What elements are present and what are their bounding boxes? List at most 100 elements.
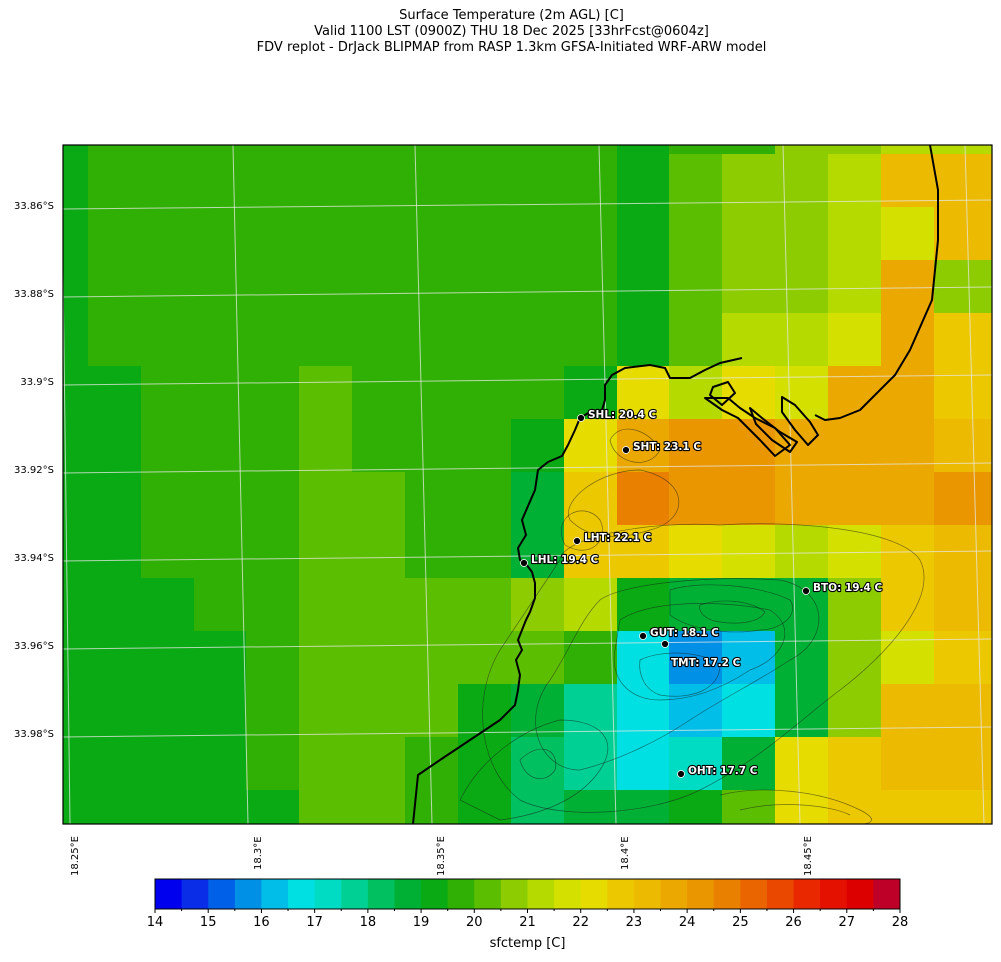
- grid-cell: [246, 578, 300, 632]
- grid-cell: [934, 684, 993, 738]
- station-marker-icon[interactable]: [573, 537, 581, 545]
- grid-cell: [511, 578, 565, 632]
- grid-cell: [722, 145, 776, 155]
- grid-cell: [141, 472, 195, 526]
- grid-cell: [564, 631, 618, 685]
- grid-cell: [881, 154, 935, 208]
- grid-cell: [405, 419, 459, 473]
- grid-cell: [63, 260, 89, 314]
- grid-cell: [63, 145, 89, 155]
- grid-cell: [299, 472, 353, 526]
- colorbar-swatch: [500, 879, 528, 909]
- grid-cell: [775, 419, 829, 473]
- grid-cell: [617, 737, 670, 791]
- y-tick-label: 33.94°S: [14, 553, 54, 564]
- grid-cell: [881, 313, 935, 367]
- station-marker-icon[interactable]: [520, 559, 528, 567]
- grid-cell: [934, 207, 993, 261]
- station-marker-icon[interactable]: [577, 414, 585, 422]
- colorbar-swatch: [793, 879, 821, 909]
- station-marker-icon[interactable]: [677, 770, 685, 778]
- grid-cell: [775, 207, 829, 261]
- grid-cell: [669, 737, 723, 791]
- grid-cell: [299, 260, 353, 314]
- grid-cell: [511, 366, 565, 420]
- station-marker-icon[interactable]: [639, 632, 647, 640]
- grid-cell: [194, 145, 247, 155]
- grid-cell: [511, 419, 565, 473]
- grid-cell: [775, 260, 829, 314]
- colorbar-swatch: [447, 879, 475, 909]
- grid-cell: [828, 472, 882, 526]
- colorbar-swatch: [607, 879, 635, 909]
- grid-cell: [246, 154, 300, 208]
- grid-cell: [722, 631, 776, 685]
- grid-cell: [352, 207, 406, 261]
- grid-cell: [828, 207, 882, 261]
- colorbar-tick-label: 19: [412, 915, 430, 930]
- grid-cell: [141, 313, 195, 367]
- grid-cell: [352, 313, 406, 367]
- grid-cell: [617, 790, 670, 825]
- grid-cell: [88, 313, 142, 367]
- grid-cell: [405, 472, 459, 526]
- grid-cell: [88, 207, 142, 261]
- grid-cell: [775, 366, 829, 420]
- station-marker-icon[interactable]: [802, 587, 810, 595]
- grid-cell: [458, 366, 512, 420]
- grid-cell: [194, 790, 247, 825]
- grid-cell: [881, 472, 935, 526]
- colorbar-tick-label: 21: [519, 915, 536, 930]
- grid-cell: [299, 207, 353, 261]
- colorbar-swatch: [766, 879, 794, 909]
- grid-cell: [828, 260, 882, 314]
- grid-cell: [63, 737, 89, 791]
- grid-cell: [934, 313, 993, 367]
- grid-cell: [352, 525, 406, 579]
- grid-cell: [669, 154, 723, 208]
- station-label: TMT: 17.2 C: [671, 657, 741, 669]
- grid-cell: [564, 578, 618, 632]
- grid-cell: [722, 366, 776, 420]
- grid-cell: [194, 525, 247, 579]
- station-label: OHT: 17.7 C: [688, 765, 758, 777]
- grid-cell: [299, 525, 353, 579]
- station-marker-icon[interactable]: [622, 446, 630, 454]
- station-label: LHL: 19.4 C: [531, 554, 599, 566]
- grid-cell: [194, 578, 247, 632]
- grid-cell: [511, 145, 565, 155]
- colorbar-swatch: [208, 879, 236, 909]
- grid-cell: [352, 790, 406, 825]
- colorbar-tick-label: 23: [625, 915, 643, 930]
- grid-cell: [405, 207, 459, 261]
- grid-cell: [564, 366, 618, 420]
- colorbar-swatch: [181, 879, 209, 909]
- grid-cell: [934, 737, 993, 791]
- grid-cell: [88, 366, 142, 420]
- terrain-contours: [459, 428, 925, 825]
- grid-cell: [458, 790, 512, 825]
- grid-cell: [352, 366, 406, 420]
- x-tick-label: 18.3°E: [253, 836, 264, 870]
- colorbar-swatch: [314, 879, 342, 909]
- grid-cell: [828, 525, 882, 579]
- grid-cell: [669, 260, 723, 314]
- grid-cell: [88, 145, 142, 155]
- grid-cell: [511, 737, 565, 791]
- grid-cell: [352, 260, 406, 314]
- grid-cell: [246, 790, 300, 825]
- colorbar-swatch: [234, 879, 262, 909]
- colorbar-swatch: [155, 879, 183, 909]
- colorbar-swatch: [713, 879, 741, 909]
- chart-subtitle-source: FDV replot - DrJack BLIPMAP from RASP 1.…: [256, 40, 767, 55]
- grid-cell: [722, 154, 776, 208]
- grid-cell: [63, 790, 89, 825]
- station-marker-icon[interactable]: [661, 640, 669, 648]
- grid-cell: [63, 472, 89, 526]
- grid-cell: [88, 684, 142, 738]
- y-tick-label: 33.98°S: [14, 729, 54, 740]
- grid-cell: [141, 525, 195, 579]
- x-tick-label: 18.45°E: [803, 836, 814, 876]
- grid-cell: [405, 684, 459, 738]
- grid-cell: [934, 578, 993, 632]
